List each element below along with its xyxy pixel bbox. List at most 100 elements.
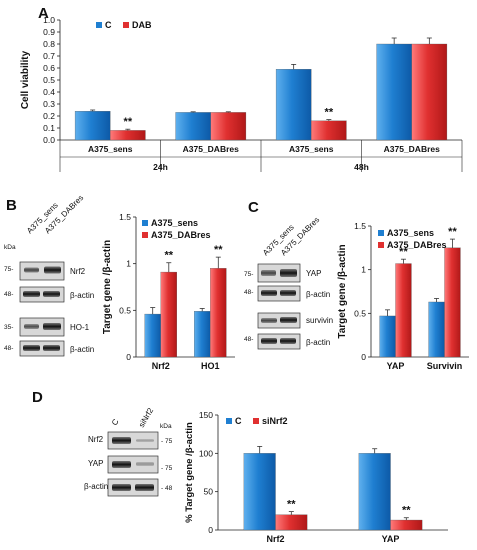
bar-red — [395, 263, 412, 358]
y-tick-label: 0.7 — [43, 51, 55, 61]
blot-c-marker: 48- — [244, 336, 253, 343]
western-blot-c: A375_sens A375_DABres 75- YAP 48- β-acti… — [244, 215, 333, 350]
blot-band — [280, 269, 297, 277]
blot-band — [23, 291, 40, 297]
blot-c-membrane-actin-2 — [257, 333, 301, 350]
y-tick-label: 0.0 — [43, 135, 55, 145]
blot-band — [23, 345, 40, 351]
panel-label-a: A — [38, 5, 49, 22]
bar-blue — [175, 112, 211, 141]
blot-band — [112, 484, 131, 491]
legend-label: A375_DABres — [151, 230, 211, 240]
x-category-label: A375_DABres — [183, 144, 239, 154]
y-tick-label: 0.3 — [43, 99, 55, 109]
bar-blue — [428, 301, 445, 358]
bar-red — [444, 247, 461, 358]
significance-marker: ** — [214, 244, 223, 256]
blot-b-kda-label: kDa — [4, 244, 16, 251]
blot-d-marker: - 75 — [161, 465, 173, 472]
blot-band — [24, 324, 39, 329]
significance-marker: ** — [124, 116, 133, 128]
blot-b-membrane-actin — [19, 286, 65, 303]
blot-d-lane-label: C — [110, 417, 121, 427]
y-axis-label: Cell viability — [20, 50, 31, 109]
x-category-label: Survivin — [427, 361, 463, 371]
blot-d-row-label: Nrf2 — [88, 435, 104, 444]
legend-swatch — [96, 22, 102, 28]
western-blot-b: kDa A375_sens A375_DABres 75- Nrf2 48- β… — [4, 193, 94, 357]
blot-c-membrane-yap — [257, 263, 301, 283]
bar-red — [275, 514, 308, 531]
legend-swatch — [378, 242, 384, 248]
chart-d: 0 50 100 150 % Target gene /β-actin ** ** Nrf2 Y… — [184, 410, 448, 544]
bar-blue — [358, 453, 391, 531]
bar-red — [160, 271, 177, 358]
bar-blue — [74, 111, 111, 141]
chart-c: 0 0.5 1 1.5 Target gene /β-actin ** ** YAP Survi… — [337, 221, 469, 371]
blot-b-row-label: β-actin — [70, 345, 94, 354]
significance-marker: ** — [402, 505, 411, 517]
blot-band — [261, 290, 277, 296]
y-tick-label: 50 — [204, 487, 214, 497]
y-tick-label: 1.5 — [354, 221, 366, 231]
blot-d-lane-label: siNrf2 — [137, 406, 156, 429]
blot-d-membrane-actin — [107, 478, 159, 497]
y-tick-label: 100 — [199, 448, 213, 458]
bar-blue — [376, 43, 412, 141]
blot-d-row-label: YAP — [88, 459, 103, 468]
panel-label-b: B — [6, 197, 17, 214]
blot-c-row-label: β-actin — [306, 290, 330, 299]
significance-marker: ** — [325, 107, 334, 119]
bar-blue — [243, 453, 276, 531]
x-category-label: A375_sens — [289, 144, 334, 154]
legend-label: A375_sens — [387, 228, 434, 238]
y-tick-label: 0 — [208, 525, 213, 535]
blot-b-row-label: Nrf2 — [70, 267, 86, 276]
significance-marker: ** — [399, 246, 408, 258]
significance-marker: ** — [165, 250, 174, 262]
blot-d-row-label: β-actin — [84, 482, 108, 491]
y-tick-label: 150 — [199, 410, 213, 420]
blot-b-membrane-ho1 — [19, 317, 65, 337]
blot-c-marker: 75- — [244, 271, 253, 278]
blot-d-membrane-nrf2 — [107, 431, 159, 450]
blot-b-marker: 75- — [4, 266, 13, 273]
significance-marker: ** — [287, 499, 296, 511]
legend-swatch — [142, 220, 148, 226]
blot-band — [44, 266, 61, 274]
blot-c-row-label: β-actin — [306, 338, 330, 347]
blot-band — [112, 437, 131, 444]
blot-b-membrane-actin-2 — [19, 340, 65, 357]
legend-swatch — [253, 418, 259, 424]
blot-band — [261, 318, 277, 323]
y-tick-label: 0.9 — [43, 27, 55, 37]
blot-b-row-label: β-actin — [70, 291, 94, 300]
western-blot-d: C siNrf2 kDa Nrf2 - 75 YAP - 75 β-actin … — [84, 406, 173, 497]
blot-c-row-label: YAP — [306, 269, 321, 278]
blot-band — [135, 484, 154, 491]
x-category-label: YAP — [382, 534, 400, 544]
y-tick-label: 0.5 — [119, 305, 131, 315]
blot-band — [112, 461, 131, 468]
blot-band — [136, 462, 154, 466]
panel-label-d: D — [32, 389, 43, 406]
legend-swatch — [378, 230, 384, 236]
x-category-label: HO1 — [201, 361, 220, 371]
blot-band — [136, 439, 154, 442]
bar-red — [210, 112, 247, 141]
legend-label: C — [105, 20, 112, 30]
legend-swatch — [123, 22, 129, 28]
y-tick-label: 0.4 — [43, 87, 55, 97]
y-tick-label: 0.5 — [354, 308, 366, 318]
x-category-label: YAP — [387, 361, 405, 371]
x-group-label: 24h — [153, 162, 168, 172]
bar-red — [411, 43, 448, 141]
y-tick-label: 0.6 — [43, 63, 55, 73]
y-tick-label: 0.2 — [43, 111, 55, 121]
legend-label: A375_sens — [151, 218, 198, 228]
chart-b: 0 0.5 1 1.5 Target gene /β-actin ** ** Nrf2 HO1 A… — [102, 212, 235, 371]
bar-blue — [379, 315, 396, 358]
legend-label: A375_DABres — [387, 240, 447, 250]
legend-swatch — [142, 232, 148, 238]
blot-b-marker: 35- — [4, 324, 13, 331]
